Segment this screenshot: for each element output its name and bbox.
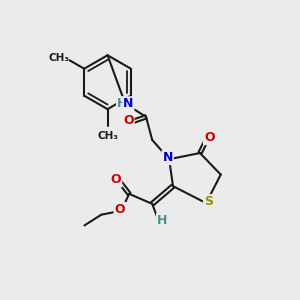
Text: H: H	[117, 97, 128, 110]
Text: CH₃: CH₃	[48, 53, 69, 63]
Text: O: O	[123, 114, 134, 127]
Text: N: N	[162, 151, 173, 164]
Text: O: O	[111, 173, 121, 187]
Text: H: H	[157, 214, 167, 226]
Text: S: S	[204, 195, 213, 208]
Text: O: O	[204, 131, 214, 144]
Text: CH₃: CH₃	[97, 131, 118, 141]
Text: N: N	[123, 97, 134, 110]
Text: O: O	[115, 203, 125, 216]
